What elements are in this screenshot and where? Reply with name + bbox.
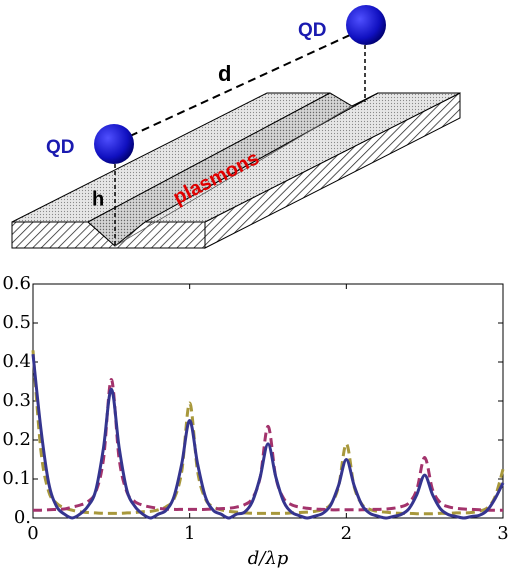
series-line [31,350,505,516]
distance-label: d [218,61,231,86]
waveguide-diagram: QD QD d h plasmons [11,5,461,249]
plot: d/λp 0. 0.1 0.2 0.3 0.4 0.5 0.6 0 1 2 3 [2,273,508,569]
distance-line [129,34,351,137]
plot-frame [32,283,504,519]
x-tick-label: 0 [27,523,38,544]
series-line [31,354,505,520]
y-tick-label: 0.1 [2,468,31,489]
height-label: h [92,188,104,210]
y-tick-label: 0.6 [2,273,31,294]
y-tick-label: 0.2 [2,429,31,450]
x-tick-label: 2 [341,523,352,544]
y-tick-label: 0. [14,507,31,528]
x-tick-label: 1 [184,523,195,544]
qd-label: QD [298,20,327,41]
series-line [32,378,503,512]
x-axis-label: d/λp [248,548,289,569]
groove-bottom [114,105,353,247]
y-tick-label: 0.3 [2,390,31,411]
x-tick-label: 3 [497,523,508,544]
y-tick-label: 0.4 [2,351,31,372]
quantum-dot [346,5,386,45]
y-tick-label: 0.5 [2,312,31,333]
qd-label: QD [46,137,75,158]
quantum-dot [94,124,134,164]
